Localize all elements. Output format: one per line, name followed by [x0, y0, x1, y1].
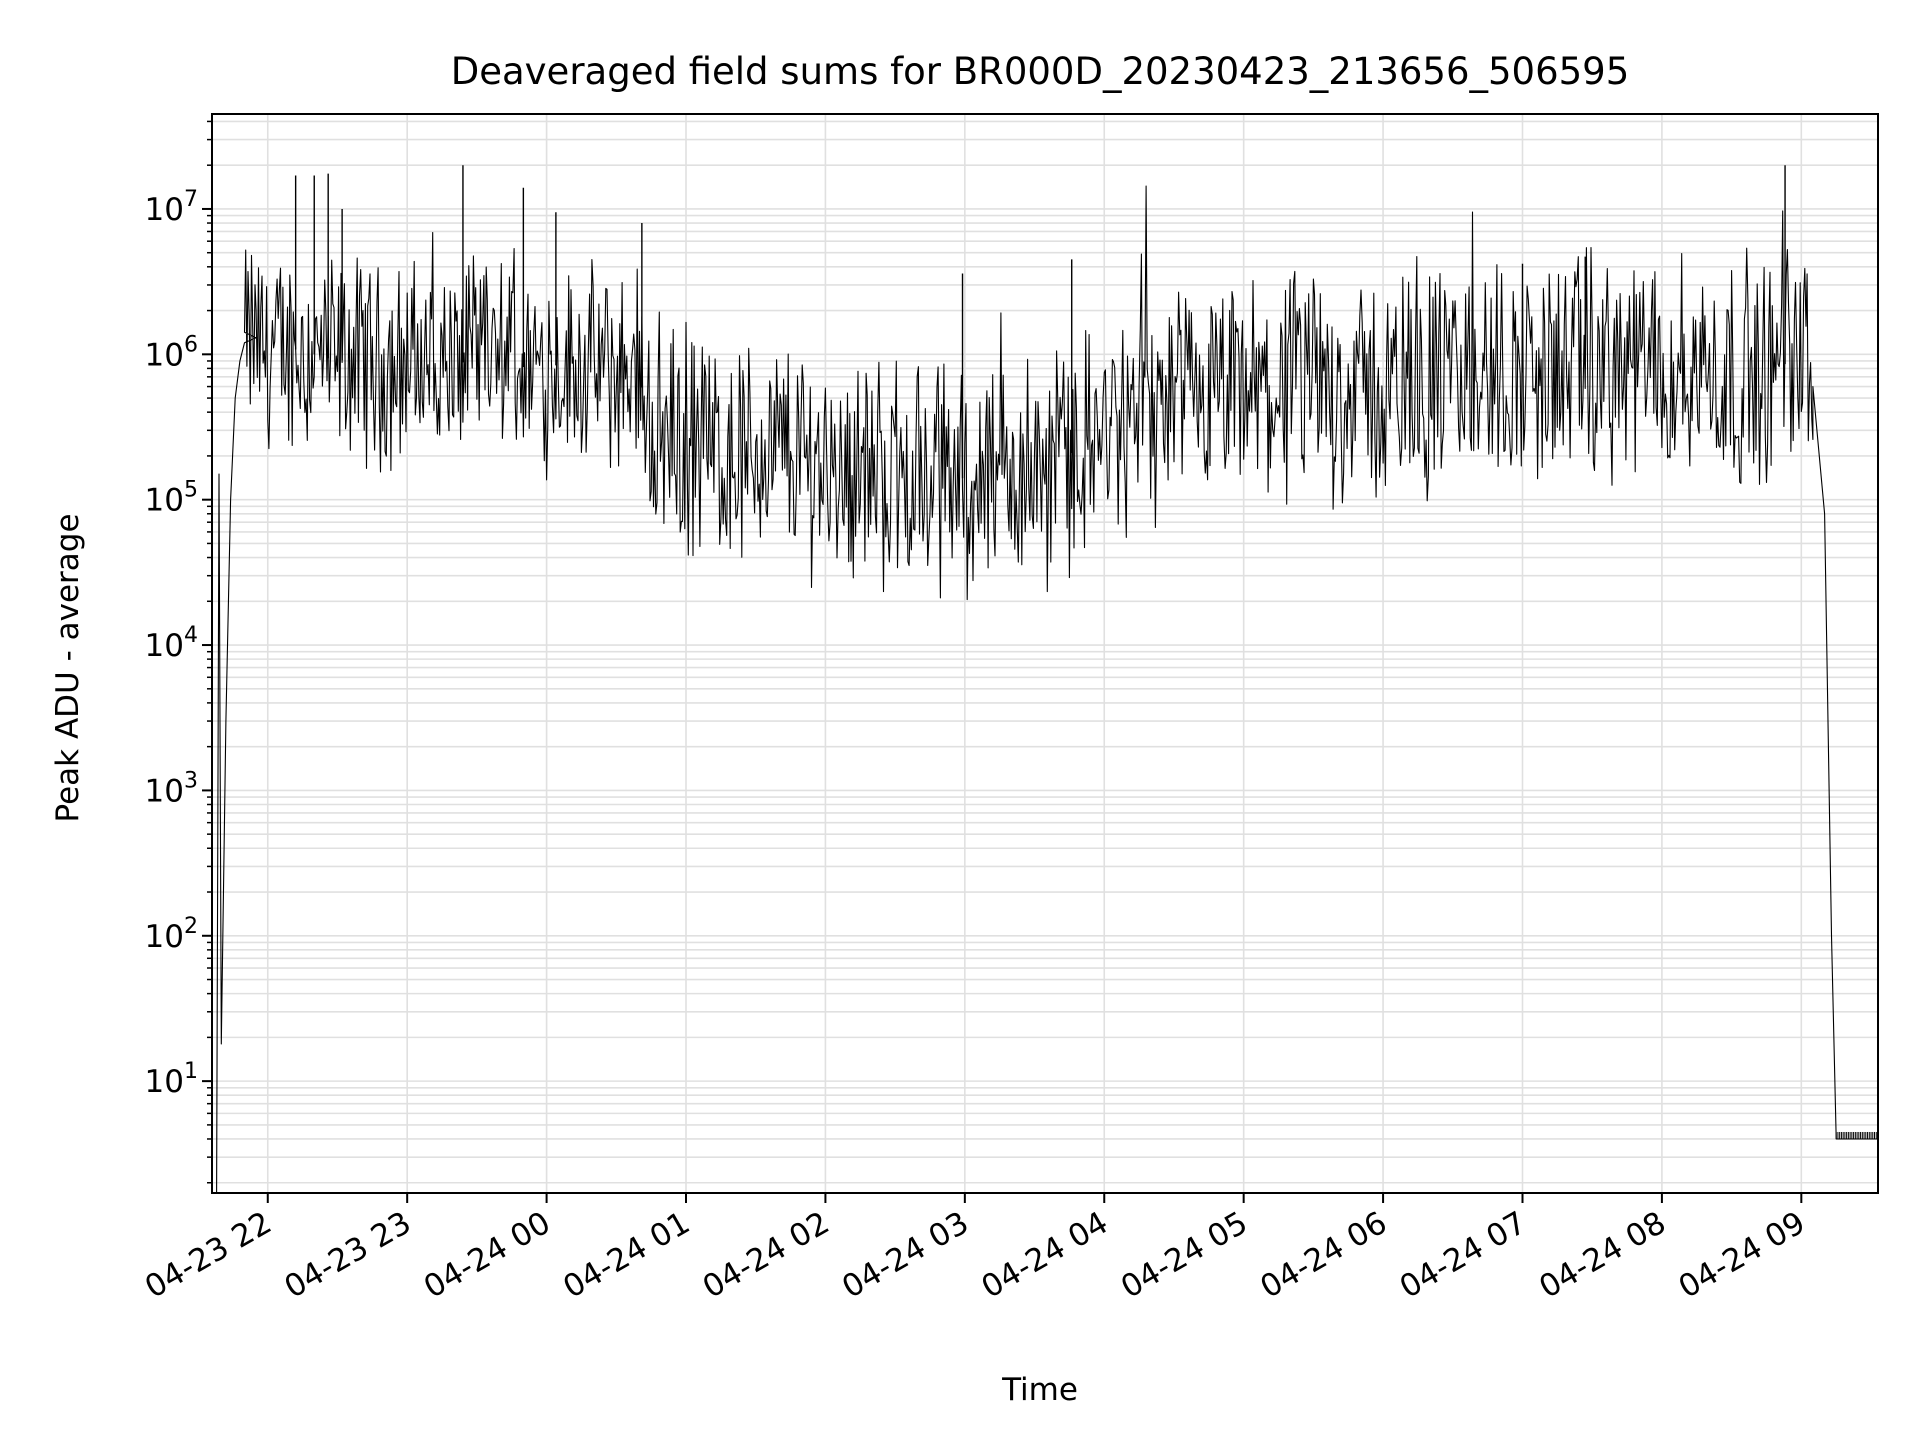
x-ticks: 04-23 22 04-23 23 04-24 00 04-24 01 04-24 02… [139, 1193, 1811, 1306]
y-tick-label: 103 [145, 768, 198, 809]
y-tick-label: 104 [145, 623, 198, 664]
grid-lines [212, 114, 1878, 1193]
x-tick-label: 04-24 06 [1254, 1205, 1393, 1306]
x-tick-label: 04-24 02 [697, 1205, 836, 1306]
chart-title: Deaveraged field sums for BR000D_2023042… [451, 50, 1630, 93]
y-tick-label: 107 [145, 187, 198, 228]
plot-frame [211, 113, 1879, 1194]
y-tick-label: 102 [145, 914, 198, 955]
y-tick-label: 101 [145, 1059, 198, 1100]
y-ticks: 101 102 103 104 105 106 107 [145, 120, 212, 1184]
x-tick-label: 04-24 08 [1533, 1205, 1672, 1306]
x-tick-label: 04-24 05 [1115, 1205, 1254, 1306]
x-tick-label: 04-23 23 [278, 1205, 417, 1306]
x-tick-label: 04-24 00 [418, 1205, 557, 1306]
x-tick-label: 04-24 09 [1673, 1205, 1812, 1306]
y-tick-label: 105 [145, 478, 198, 519]
x-tick-label: 04-24 07 [1394, 1205, 1533, 1306]
x-axis-label: Time [1001, 1372, 1078, 1408]
y-tick-label: 106 [145, 332, 198, 373]
series-layer [216, 165, 1879, 1194]
x-tick-label: 04-24 03 [836, 1205, 975, 1306]
x-tick-label: 04-23 22 [139, 1205, 278, 1306]
x-tick-label: 04-24 04 [976, 1205, 1115, 1306]
y-axis-label: Peak ADU - average [50, 513, 86, 822]
series-line [216, 185, 1878, 1194]
x-tick-label: 04-24 01 [557, 1205, 696, 1306]
